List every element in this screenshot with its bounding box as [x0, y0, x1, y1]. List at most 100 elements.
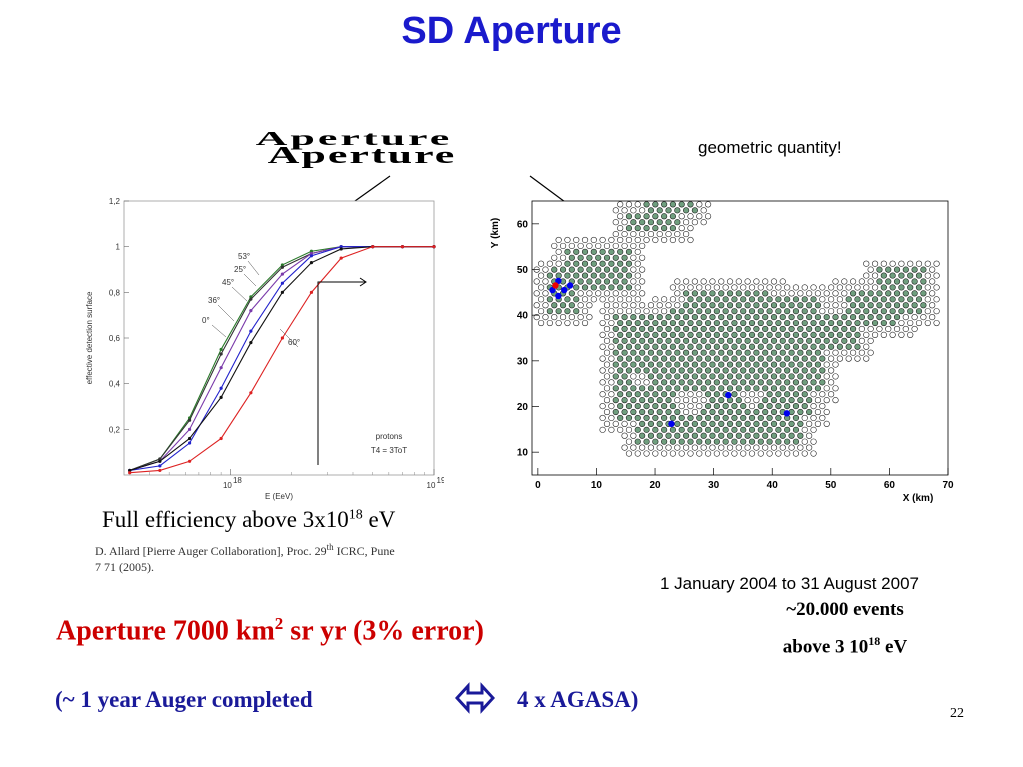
- surface-detector-tank: [612, 207, 619, 214]
- surface-detector-tank: [757, 284, 764, 291]
- surface-detector-tank: [766, 308, 773, 315]
- surface-detector-tank: [625, 225, 633, 232]
- surface-detector-tank: [806, 290, 813, 297]
- surface-detector-tank: [885, 278, 892, 285]
- surface-detector-tank: [828, 367, 835, 374]
- surface-detector-tank: [551, 266, 558, 273]
- surface-detector-tank: [581, 308, 589, 315]
- surface-detector-tank: [617, 426, 624, 433]
- surface-detector-tank: [599, 343, 606, 350]
- efficiency-data-point: [219, 347, 223, 352]
- surface-detector-tank: [766, 296, 773, 303]
- surface-detector-tank: [845, 343, 852, 350]
- surface-detector-tank: [770, 385, 778, 392]
- surface-detector-tank: [612, 325, 619, 333]
- surface-detector-tank: [577, 266, 584, 273]
- surface-detector-tank: [766, 355, 773, 362]
- surface-detector-tank: [546, 308, 553, 315]
- surface-detector-tank: [814, 385, 822, 392]
- surface-detector-tank: [625, 308, 633, 315]
- map-ytick-label: 20: [517, 402, 529, 413]
- surface-detector-tank: [744, 420, 751, 427]
- efficiency-data-point: [219, 436, 223, 441]
- surface-detector-tank: [656, 207, 663, 214]
- surface-detector-tank: [687, 236, 694, 244]
- surface-detector-tank: [603, 254, 611, 261]
- surface-detector-tank: [907, 319, 914, 327]
- surface-detector-tank: [819, 284, 826, 291]
- aperture-main: Aperture 7000 km: [56, 615, 275, 647]
- surface-detector-tank: [678, 391, 685, 398]
- surface-detector-tank: [757, 450, 764, 457]
- surface-detector-tank: [775, 391, 782, 398]
- surface-detector-tank: [647, 314, 655, 321]
- surface-detector-tank: [731, 355, 738, 362]
- surface-detector-tank: [823, 325, 830, 333]
- surface-detector-tank: [691, 278, 698, 285]
- surface-detector-tank: [647, 385, 655, 392]
- surface-detector-tank: [718, 290, 725, 297]
- surface-detector-tank: [682, 349, 690, 356]
- surface-detector-tank: [933, 272, 940, 279]
- surface-detector-tank: [757, 426, 764, 433]
- surface-detector-tank: [630, 254, 637, 261]
- surface-detector-tank: [801, 426, 808, 433]
- surface-detector-tank: [634, 391, 641, 398]
- surface-detector-tank: [801, 367, 808, 374]
- surface-detector-tank: [603, 337, 611, 344]
- surface-detector-tank: [757, 308, 764, 315]
- surface-detector-tank: [634, 367, 641, 374]
- surface-detector-tank: [669, 319, 677, 327]
- surface-detector-tank: [617, 225, 624, 232]
- wordart-layer: Aperture: [268, 141, 457, 168]
- surface-detector-tank: [704, 355, 712, 362]
- efficiency-series-label: 25°: [234, 265, 246, 274]
- surface-detector-tank: [669, 438, 677, 445]
- surface-detector-tank: [718, 420, 725, 427]
- surface-detector-tank: [665, 325, 672, 333]
- surface-detector-tank: [709, 408, 716, 416]
- surface-detector-tank: [674, 373, 681, 380]
- surface-detector-tank: [586, 302, 593, 309]
- surface-detector-tank: [806, 373, 813, 380]
- surface-detector-tank: [687, 438, 694, 445]
- surface-detector-tank: [841, 278, 848, 285]
- efficiency-series-label: 53°: [238, 252, 250, 261]
- surface-detector-tank: [577, 290, 584, 297]
- surface-detector-tank: [845, 331, 852, 339]
- surface-detector-tank: [907, 260, 914, 267]
- surface-detector-tank: [757, 402, 764, 410]
- surface-detector-tank: [704, 426, 712, 433]
- surface-detector-tank: [836, 296, 843, 303]
- event-marker: [552, 282, 559, 289]
- surface-detector-tank: [603, 266, 611, 273]
- surface-detector-tank: [630, 408, 637, 416]
- surface-detector-tank: [612, 254, 619, 261]
- surface-detector-tank: [735, 337, 742, 344]
- surface-detector-tank: [678, 284, 685, 291]
- surface-detector-tank: [678, 201, 685, 208]
- surface-detector-tank: [845, 319, 852, 327]
- surface-detector-tank: [608, 308, 615, 315]
- surface-detector-tank: [603, 385, 611, 392]
- surface-detector-tank: [678, 355, 685, 362]
- surface-detector-tank: [625, 426, 633, 433]
- surface-detector-tank: [674, 444, 681, 451]
- surface-detector-tank: [568, 266, 575, 273]
- surface-detector-tank: [880, 260, 887, 267]
- surface-detector-tank: [612, 337, 619, 344]
- efficiency-data-point: [400, 245, 405, 249]
- surface-detector-tank: [788, 432, 795, 439]
- surface-detector-tank: [590, 272, 597, 279]
- efficiency-data-point: [249, 329, 253, 333]
- surface-detector-tank: [652, 426, 659, 433]
- efficiency-data-point: [187, 441, 192, 445]
- surface-detector-tank: [740, 391, 747, 398]
- surface-detector-tank: [603, 373, 611, 380]
- surface-detector-tank: [797, 314, 804, 321]
- surface-detector-tank: [819, 319, 826, 327]
- surface-detector-tank: [630, 385, 637, 392]
- surface-detector-tank: [832, 325, 839, 333]
- surface-detector-tank: [586, 290, 593, 297]
- surface-detector-tank: [907, 296, 914, 303]
